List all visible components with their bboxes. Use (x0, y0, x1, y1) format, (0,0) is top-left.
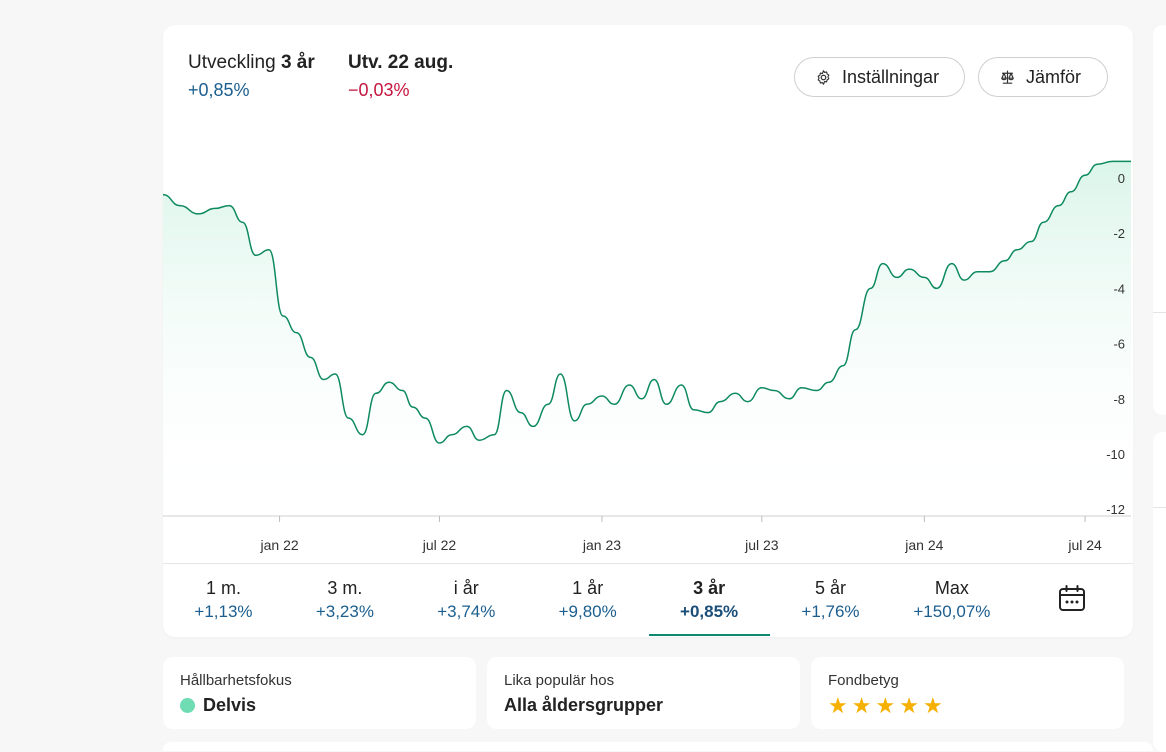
y-tick-label: -4 (1113, 281, 1125, 296)
period-performance-title: Utveckling 3 år (188, 52, 315, 74)
settings-label: Inställningar (842, 66, 940, 87)
period-tab-label: 5 år (814, 578, 847, 598)
calendar-icon[interactable] (1058, 584, 1086, 612)
popularity-label: Lika populär hos (504, 672, 615, 689)
star-icon: ★ (851, 693, 872, 718)
x-tick-label: jul 24 (1067, 537, 1102, 553)
performance-chart[interactable]: 0 -2 -4 -6 -8 -10 -12 jan 22 jul 22 jan 23 jul 23… (163, 25, 1133, 563)
period-tab-label: 1 m. (205, 578, 241, 598)
x-tick-label: jul 22 (422, 537, 457, 553)
performance-chart-card: Utveckling 3 år +0,85% Utv. 22 aug. −0,0… (163, 25, 1133, 637)
period-tab-label: i år (453, 578, 479, 598)
period-tab-value: +9,80% (558, 602, 617, 621)
period-title-prefix: Utveckling (188, 52, 276, 73)
star-icon: ★ (875, 693, 896, 718)
y-tick-label: -8 (1113, 392, 1125, 407)
compare-button[interactable]: Jämför (978, 57, 1108, 97)
period-tab-value: +3,74% (437, 602, 496, 621)
period-tab[interactable]: Max +150,07% (891, 564, 1012, 636)
x-tick-label: jan 23 (582, 537, 621, 553)
star-icon: ★ (828, 693, 848, 718)
period-tab[interactable]: 1 m. +1,13% (163, 564, 284, 636)
x-tick-label: jan 22 (260, 537, 299, 553)
sustainability-card[interactable]: Hållbarhetsfokus Delvis (163, 657, 476, 729)
side-card-bottom (1153, 432, 1166, 752)
sustainability-value-row: Delvis (180, 695, 459, 716)
period-title-period: 3 år (280, 52, 315, 73)
day-performance-title: Utv. 22 aug. (348, 52, 454, 73)
y-tick-label: -6 (1113, 337, 1125, 352)
period-tab-value: +3,23% (315, 602, 374, 621)
x-tick-label: jul 23 (744, 537, 779, 553)
period-tab[interactable]: 3 m. +3,23% (284, 564, 405, 636)
period-tab-label: Max (934, 578, 969, 598)
star-icon: ★ (899, 693, 919, 718)
fund-rating-label: Fondbetyg (828, 672, 899, 689)
y-tick-label: -10 (1106, 447, 1125, 462)
period-tab[interactable]: i år +3,74% (406, 564, 527, 636)
gear-icon (817, 69, 830, 85)
x-tick-label: jan 24 (904, 537, 943, 553)
period-tab[interactable]: 5 år +1,76% (770, 564, 891, 636)
y-tick-label: -2 (1113, 226, 1125, 241)
period-tab-label: 3 år (693, 578, 726, 598)
day-performance: Utv. 22 aug. −0,03% (348, 52, 453, 101)
popularity-card[interactable]: Lika populär hos Alla åldersgrupper (487, 657, 800, 729)
settings-button[interactable]: Inställningar (794, 57, 965, 97)
period-tab-value: +150,07% (913, 602, 991, 621)
compare-label: Jämför (1026, 66, 1082, 87)
series-line (163, 160, 1131, 444)
star-icon: ★ (922, 693, 943, 718)
fund-rating-card[interactable]: Fondbetyg ★ ★ ★ ★ ★ (811, 657, 1124, 729)
next-card-edge (163, 742, 1153, 751)
sustainability-label: Hållbarhetsfokus (180, 672, 292, 689)
side-divider (1153, 312, 1166, 313)
y-tick-label: -12 (1106, 502, 1125, 517)
side-card-top (1153, 25, 1166, 415)
period-performance-value: +0,85% (188, 80, 250, 100)
popularity-value: Alla åldersgrupper (504, 695, 664, 715)
period-tab-value: +1,76% (801, 602, 860, 621)
sustainability-dot-icon (180, 698, 195, 713)
period-selector: 1 m. +1,13% 3 m. +3,23% i år +3,74% 1 år +9,80%… (163, 563, 1133, 637)
period-tab-value: +1,13% (194, 602, 253, 621)
y-tick-label: 0 (1118, 171, 1125, 186)
period-performance: Utveckling 3 år +0,85% (188, 52, 315, 101)
sustainability-value: Delvis (203, 695, 257, 715)
period-tab-value: +0,85% (680, 602, 739, 621)
period-tab-label: 3 m. (327, 578, 363, 598)
scale-icon (1001, 70, 1014, 84)
fund-rating-stars: ★ ★ ★ ★ ★ (828, 695, 1107, 717)
period-tab[interactable]: 1 år +9,80% (527, 564, 648, 636)
chart-area-fill (163, 161, 1131, 516)
period-tab-label: 1 år (572, 578, 604, 598)
day-performance-value: −0,03% (348, 80, 410, 100)
side-divider (1153, 507, 1166, 508)
period-tab[interactable]: 3 år +0,85% (648, 564, 770, 636)
